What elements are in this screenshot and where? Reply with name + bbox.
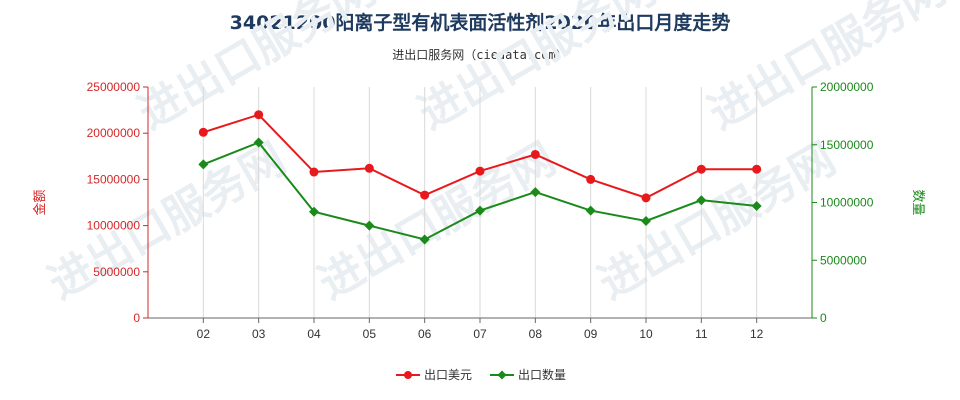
x-tick-label: 10: [639, 327, 653, 341]
right-tick-label: 20000000: [820, 80, 874, 94]
legend: 出口美元 出口数量: [396, 367, 566, 382]
data-point: [751, 200, 762, 211]
data-point: [309, 167, 319, 177]
left-tick-label: 25000000: [87, 80, 141, 94]
data-point: [419, 234, 430, 245]
data-point: [420, 190, 430, 200]
watermark-text: 进出口服务网: [310, 133, 564, 309]
legend-label: 出口美元: [424, 368, 472, 382]
x-tick-label: 07: [473, 327, 487, 341]
legend-label: 出口数量: [518, 367, 566, 382]
data-point: [364, 220, 375, 231]
data-point: [253, 137, 264, 148]
right-tick-label: 5000000: [820, 253, 867, 267]
chart-axes: 0 5000000 10000000 15000000 20000000 25000000…: [32, 80, 925, 341]
legend-swatch-marker: [497, 370, 507, 380]
series-layer: [198, 110, 762, 245]
x-tick-label: 08: [529, 327, 543, 341]
x-tick-label: 12: [750, 327, 764, 341]
watermark-text: 进出口服务网: [700, 0, 954, 140]
data-point: [475, 166, 485, 176]
data-point: [364, 163, 374, 173]
legend-swatch-marker: [404, 371, 412, 379]
data-point: [530, 149, 540, 159]
right-tick-label: 0: [820, 311, 827, 325]
data-point: [309, 206, 319, 217]
watermark-text: 进出口服务网: [410, 0, 664, 140]
left-tick-label: 5000000: [93, 265, 140, 279]
data-point: [585, 205, 596, 216]
x-tick-label: 05: [363, 327, 377, 341]
data-point: [475, 205, 485, 216]
left-tick-label: 10000000: [87, 219, 141, 233]
y-axis-right-title: 数量: [910, 189, 925, 215]
y-axis-left-title: 金额: [32, 189, 48, 215]
right-tick-label: 15000000: [820, 138, 874, 152]
data-point: [586, 174, 596, 184]
left-tick-label: 15000000: [87, 172, 141, 186]
data-point: [530, 187, 541, 198]
data-point: [254, 110, 264, 120]
data-point: [696, 195, 707, 206]
chart-title: 34021200阳离子型有机表面活性剂2020年出口月度走势: [229, 12, 731, 34]
x-tick-label: 11: [695, 327, 708, 341]
data-point: [641, 193, 651, 203]
x-tick-label: 09: [584, 327, 598, 341]
chart-subtitle: 进出口服务网（ciedata.com）: [392, 48, 568, 62]
watermark-text: 进出口服务网: [590, 133, 844, 309]
x-tick-label: 06: [418, 327, 432, 341]
x-tick-label: 02: [197, 327, 211, 341]
right-tick-label: 10000000: [820, 196, 874, 210]
x-tick-label: 04: [307, 327, 321, 341]
data-point: [198, 159, 209, 170]
data-point: [696, 164, 706, 174]
data-point: [752, 164, 762, 174]
left-tick-label: 20000000: [87, 126, 141, 140]
data-point: [198, 127, 208, 137]
left-tick-label: 0: [133, 311, 140, 325]
watermark-text: 进出口服务网: [40, 133, 294, 309]
x-tick-label: 03: [252, 327, 266, 341]
data-point: [641, 215, 651, 226]
